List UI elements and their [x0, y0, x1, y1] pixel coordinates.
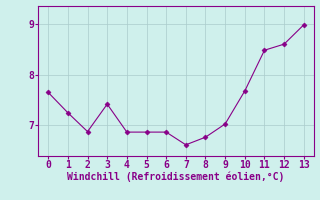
X-axis label: Windchill (Refroidissement éolien,°C): Windchill (Refroidissement éolien,°C) [67, 172, 285, 182]
